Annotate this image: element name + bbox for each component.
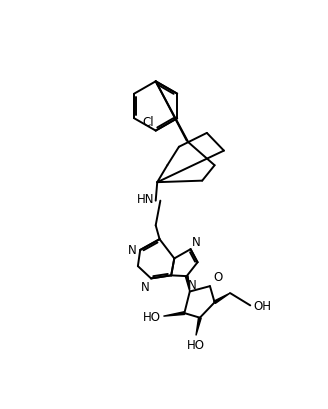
Text: N: N [141, 280, 150, 293]
Text: O: O [214, 270, 223, 283]
Polygon shape [185, 276, 190, 292]
Polygon shape [163, 312, 185, 317]
Text: HN: HN [137, 192, 154, 205]
Polygon shape [196, 318, 201, 336]
Text: OH: OH [253, 299, 271, 312]
Text: Cl: Cl [143, 115, 154, 128]
Text: HO: HO [187, 339, 205, 352]
Polygon shape [214, 293, 230, 304]
Text: HO: HO [143, 310, 161, 323]
Text: N: N [188, 278, 197, 291]
Text: N: N [192, 235, 201, 248]
Text: N: N [128, 244, 137, 257]
